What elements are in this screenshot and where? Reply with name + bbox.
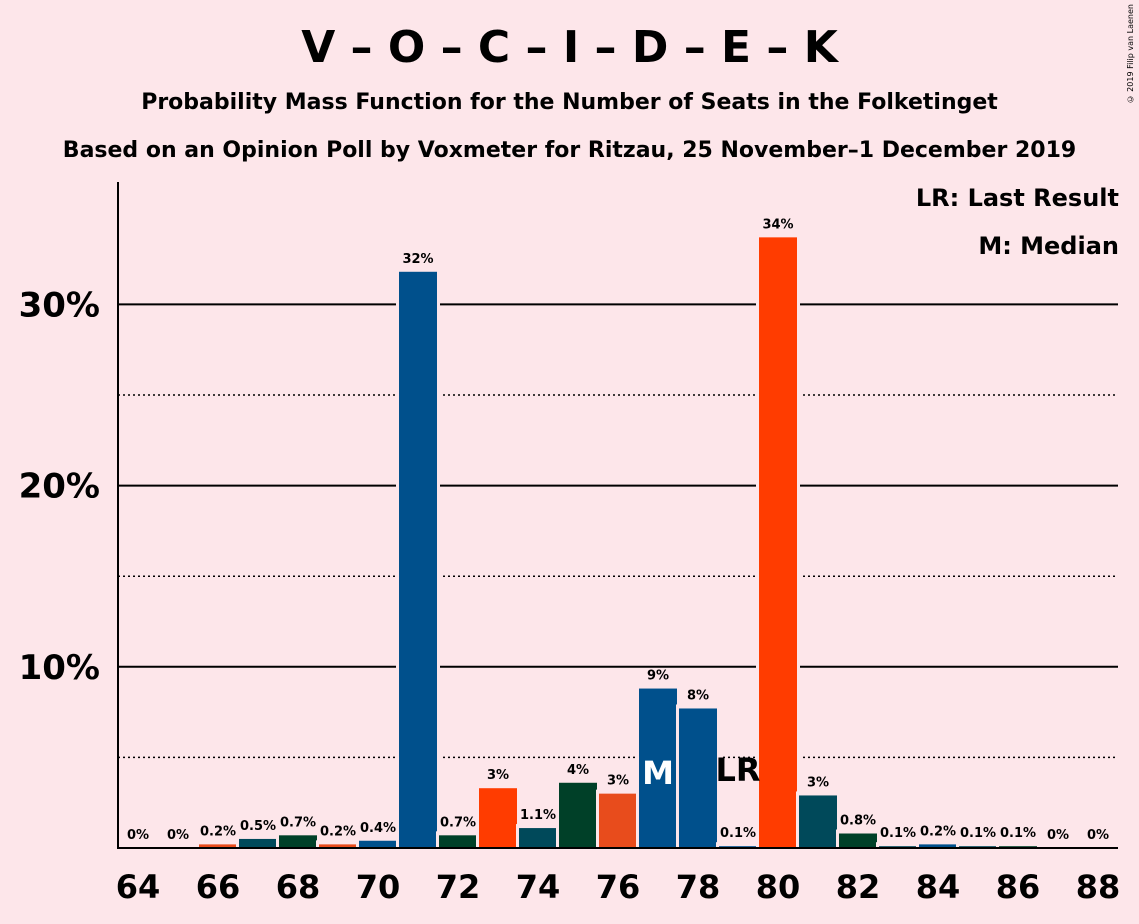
x-tick-label: 86 xyxy=(996,868,1041,906)
y-tick-label: 30% xyxy=(19,285,100,325)
x-tick-label: 66 xyxy=(196,868,241,906)
bar xyxy=(759,237,797,848)
data-label: 0.2% xyxy=(920,824,956,839)
data-label: 3% xyxy=(487,768,509,783)
y-tick-label: 10% xyxy=(19,648,100,688)
data-label: 0.2% xyxy=(320,824,356,839)
data-label: 0.1% xyxy=(880,826,916,841)
bar xyxy=(439,835,477,848)
x-tick-label: 80 xyxy=(756,868,801,906)
bar xyxy=(839,833,877,848)
bar-outline xyxy=(916,840,960,848)
bar xyxy=(399,271,437,848)
data-label: 9% xyxy=(647,669,669,684)
data-label: 0.1% xyxy=(1000,826,1036,841)
data-label: 0% xyxy=(1047,828,1069,843)
data-label: 4% xyxy=(567,763,589,778)
data-label: 0.4% xyxy=(360,821,396,836)
x-tick-label: 64 xyxy=(116,868,161,906)
data-label: 3% xyxy=(607,774,629,789)
chart-subtitle-2: Based on an Opinion Poll by Voxmeter for… xyxy=(62,138,1077,163)
chart-subtitle: Probability Mass Function for the Number… xyxy=(141,90,998,115)
bar xyxy=(799,795,837,848)
bar xyxy=(599,793,637,848)
data-label: 0.7% xyxy=(280,815,316,830)
legend-median: M: Median xyxy=(978,232,1119,260)
x-tick-label: 76 xyxy=(596,868,641,906)
data-label: 0.8% xyxy=(840,814,876,829)
data-label: 0.5% xyxy=(240,819,276,834)
bar xyxy=(239,838,277,848)
data-label: 0.7% xyxy=(440,815,476,830)
data-label: 0.1% xyxy=(720,826,756,841)
data-label: 0% xyxy=(127,828,149,843)
x-tick-label: 82 xyxy=(836,868,881,906)
last-result-marker: LR xyxy=(715,751,760,789)
x-tick-label: 88 xyxy=(1076,868,1121,906)
bar xyxy=(559,782,597,848)
data-label: 0% xyxy=(167,828,189,843)
data-label: 1.1% xyxy=(520,808,556,823)
bar xyxy=(639,688,677,848)
bar xyxy=(679,708,717,848)
bar-outline xyxy=(956,842,1000,848)
bar xyxy=(319,844,357,848)
y-tick-label: 20% xyxy=(19,467,100,507)
data-label: 8% xyxy=(687,688,709,703)
bar xyxy=(519,828,557,848)
bar xyxy=(479,788,517,848)
data-label: 32% xyxy=(402,252,433,267)
data-label: 0.1% xyxy=(960,826,996,841)
legend-last-result: LR: Last Result xyxy=(915,184,1119,212)
median-marker: M xyxy=(642,754,674,792)
x-tick-label: 84 xyxy=(916,868,961,906)
bar xyxy=(919,844,957,848)
bar xyxy=(279,835,317,848)
bar-outline xyxy=(716,842,760,848)
data-label: 0% xyxy=(1087,828,1109,843)
bar-outline xyxy=(996,842,1040,848)
bar-outline xyxy=(316,840,360,848)
data-label: 3% xyxy=(807,775,829,790)
x-tick-label: 70 xyxy=(356,868,401,906)
data-label: 34% xyxy=(762,217,793,232)
bar-outline xyxy=(196,840,240,848)
x-tick-label: 72 xyxy=(436,868,481,906)
chart-title: V – O – C – I – D – E – K xyxy=(301,22,838,73)
bar xyxy=(199,844,237,848)
bar xyxy=(359,840,397,848)
x-tick-label: 74 xyxy=(516,868,561,906)
x-tick-label: 78 xyxy=(676,868,721,906)
bar-outline xyxy=(876,842,920,848)
data-label: 0.2% xyxy=(200,824,236,839)
x-tick-label: 68 xyxy=(276,868,321,906)
